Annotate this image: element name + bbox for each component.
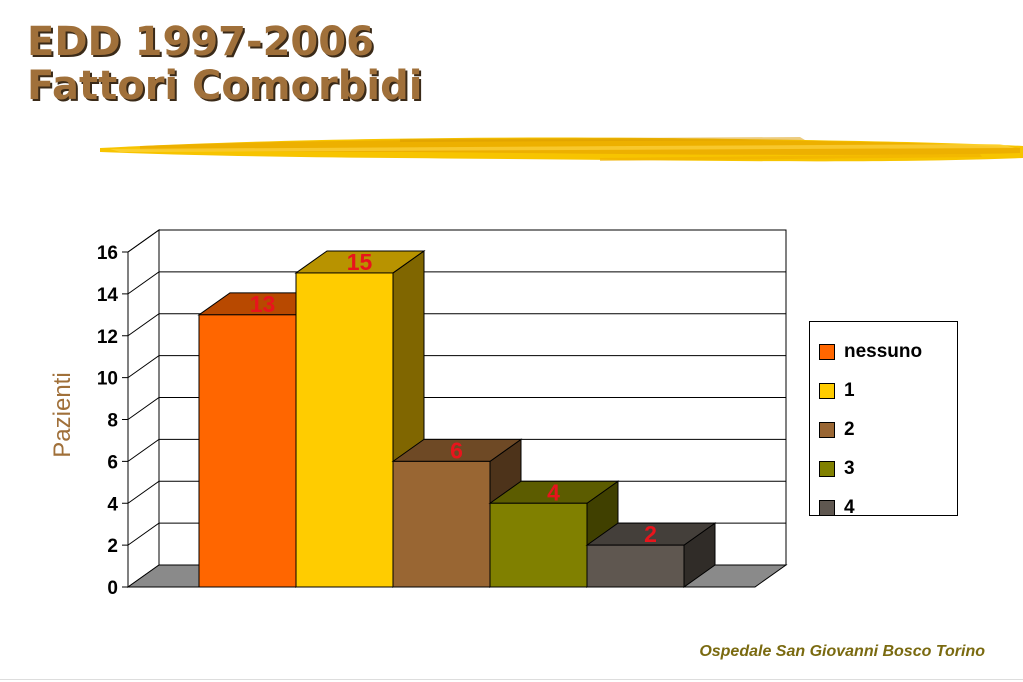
legend-swatch xyxy=(819,460,835,477)
footer-credit: Ospedale San Giovanni Bosco Torino xyxy=(699,643,985,660)
gridline xyxy=(127,271,786,295)
legend-swatch xyxy=(819,499,835,516)
gridline xyxy=(127,313,786,337)
title-line-1: EDD 1997-2006 xyxy=(27,19,374,65)
bar-4 xyxy=(586,544,685,588)
legend-label: 3 xyxy=(844,457,855,479)
legend-label: 1 xyxy=(844,379,855,401)
legend-item: 1 xyxy=(819,371,957,410)
legend-swatch xyxy=(819,421,835,438)
data-label: 6 xyxy=(450,437,463,463)
y-tick-label: 0 xyxy=(107,578,118,599)
y-tick-label: 4 xyxy=(107,494,118,515)
bar-nessuno xyxy=(198,314,297,588)
bar-1 xyxy=(295,272,394,588)
y-tick-label: 12 xyxy=(97,327,118,348)
y-tick-label: 8 xyxy=(107,411,118,432)
gridline xyxy=(127,397,786,420)
chart-legend: nessuno 1 2 3 4 xyxy=(809,321,958,518)
legend-label: nessuno xyxy=(844,340,923,362)
slide-title: EDD 1997-2006 Fattori Comorbidi xyxy=(27,20,422,108)
legend-label: 2 xyxy=(844,418,855,440)
legend-swatch xyxy=(819,382,835,399)
y-tick-label: 10 xyxy=(97,369,118,390)
bar-3 xyxy=(489,502,588,588)
gridline xyxy=(127,355,786,379)
bar-2 xyxy=(392,460,491,588)
y-axis-label: Pazienti xyxy=(49,372,76,458)
gridline xyxy=(127,438,786,462)
y-tick-label: 16 xyxy=(97,243,118,264)
gridline xyxy=(127,229,786,253)
title-line-2: Fattori Comorbidi xyxy=(27,63,423,109)
data-label: 2 xyxy=(644,521,657,547)
y-tick-label: 14 xyxy=(97,285,119,306)
y-tick-label: 2 xyxy=(107,536,118,557)
brush-stroke-decoration xyxy=(100,137,1023,162)
y-tick-label: 6 xyxy=(107,452,118,473)
legend-label: 4 xyxy=(844,496,855,518)
data-label: 13 xyxy=(250,291,276,317)
legend-swatch xyxy=(819,343,835,360)
footer-divider xyxy=(0,679,1023,680)
legend-item: nessuno xyxy=(819,332,957,371)
data-label: 15 xyxy=(347,249,373,275)
legend-item: 4 xyxy=(819,488,957,527)
data-label: 4 xyxy=(547,479,560,505)
legend-item: 3 xyxy=(819,449,957,488)
legend-item: 2 xyxy=(819,410,957,449)
